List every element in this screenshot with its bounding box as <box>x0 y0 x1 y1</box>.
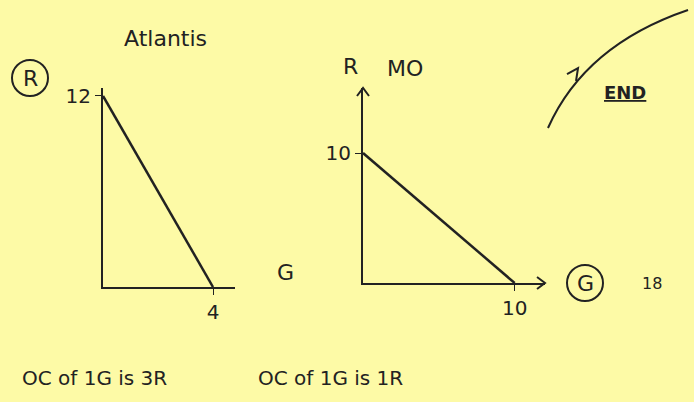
svg-text:MO: MO <box>387 56 423 81</box>
svg-text:R: R <box>23 66 38 91</box>
svg-text:10: 10 <box>502 296 527 320</box>
svg-text:Atlantis: Atlantis <box>124 26 207 51</box>
svg-text:G: G <box>577 271 594 296</box>
svg-text:R: R <box>343 54 358 79</box>
svg-text:18: 18 <box>642 274 662 293</box>
svg-text:OC of 1G is 3R: OC of 1G is 3R <box>22 366 167 390</box>
svg-text:12: 12 <box>66 84 91 108</box>
svg-text:G: G <box>277 260 294 285</box>
svg-text:10: 10 <box>326 141 351 165</box>
svg-text:4: 4 <box>207 300 220 324</box>
svg-text:END: END <box>604 82 646 103</box>
svg-text:OC of 1G is 1R: OC of 1G is 1R <box>258 366 403 390</box>
